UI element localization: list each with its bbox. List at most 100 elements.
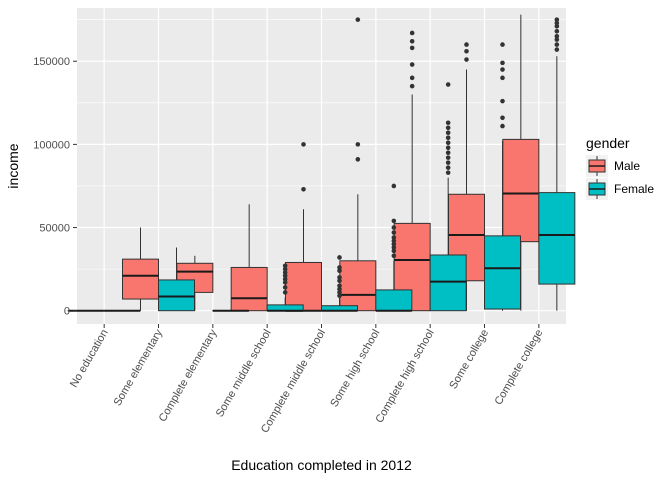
box-female: [321, 255, 358, 312]
y-tick-label: 100000: [33, 139, 70, 151]
outlier-point: [445, 82, 451, 87]
outlier-point: [464, 42, 469, 47]
outlier-point: [301, 142, 306, 147]
outlier-point: [282, 290, 288, 295]
outlier-point: [391, 238, 397, 244]
box-body: [122, 258, 159, 300]
box-male: [285, 142, 322, 312]
outlier-point: [445, 150, 451, 155]
outlier-point: [445, 120, 451, 126]
box-female: [429, 82, 467, 312]
box-female: [375, 183, 413, 312]
outlier-point: [554, 17, 560, 22]
box-female: [158, 247, 195, 312]
outlier-point: [282, 263, 288, 269]
outlier-point: [337, 275, 342, 280]
box-female: [266, 263, 304, 312]
outlier-point: [409, 30, 415, 36]
outlier-point: [337, 278, 342, 284]
y-tick-label: 150000: [33, 56, 70, 68]
outlier-point: [409, 75, 415, 81]
outlier-point: [445, 130, 451, 136]
outlier-point: [554, 23, 560, 29]
outlier-point: [500, 42, 505, 47]
y-tick-label: 50000: [39, 223, 70, 235]
x-tick-label: Complete middle school: [259, 328, 328, 436]
outlier-point: [445, 165, 451, 170]
outlier-point: [554, 33, 560, 39]
outlier-point: [500, 60, 505, 66]
box-male: [230, 204, 268, 312]
outlier-point: [554, 42, 560, 47]
outlier-point: [337, 286, 342, 292]
outlier-point: [391, 235, 397, 240]
box-body: [484, 235, 521, 310]
box-layer: [67, 14, 576, 312]
outlier-point: [445, 125, 451, 131]
legend-key-male: [586, 155, 608, 177]
outlier-point: [554, 28, 560, 34]
outlier-point: [282, 266, 288, 272]
outlier-point: [337, 283, 342, 289]
outlier-point: [391, 241, 397, 247]
outlier-point: [445, 135, 451, 141]
outlier-point: [282, 273, 288, 279]
outlier-point: [282, 285, 288, 290]
x-tick-label: Some high school: [328, 328, 382, 410]
x-tick-label: Some elementary: [112, 327, 166, 408]
legend: gender Male Female: [586, 135, 654, 200]
outlier-point: [391, 183, 397, 189]
outlier-point: [337, 265, 342, 270]
x-tick-label: No education: [68, 328, 111, 390]
outlier-point: [445, 145, 451, 151]
outlier-point: [409, 83, 415, 89]
outlier-point: [337, 293, 342, 299]
outlier-point: [464, 48, 469, 54]
outlier-point: [391, 253, 397, 259]
outlier-point: [409, 38, 415, 44]
outlier-point: [445, 140, 451, 146]
box-male: [122, 227, 159, 311]
outlier-point: [554, 37, 560, 42]
x-tick-label: Complete high school: [373, 327, 436, 425]
legend-label-female: Female: [614, 182, 654, 196]
outlier-point: [409, 62, 415, 67]
outlier-point: [554, 20, 560, 26]
outlier-point: [337, 290, 342, 295]
legend-label-male: Male: [614, 159, 640, 173]
outlier-point: [500, 98, 505, 104]
outlier-point: [445, 170, 451, 175]
outlier-point: [282, 280, 288, 285]
outlier-point: [355, 17, 361, 22]
box-body: [230, 266, 268, 312]
outlier-point: [500, 75, 505, 81]
outlier-point: [445, 155, 451, 160]
outlier-point: [391, 225, 397, 230]
outlier-point: [391, 218, 397, 224]
outlier-point: [355, 142, 361, 147]
box-body: [158, 279, 195, 312]
y-axis-title: income: [5, 143, 21, 188]
outlier-point: [355, 157, 361, 162]
outlier-point: [445, 160, 451, 165]
x-axis-title: Education completed in 2012: [231, 457, 412, 473]
outlier-point: [409, 45, 415, 51]
outlier-point: [391, 248, 397, 254]
x-tick-label: Complete elementary: [157, 327, 220, 424]
outlier-point: [391, 245, 397, 250]
box-body: [538, 192, 576, 285]
y-tick-label: 0: [64, 306, 70, 318]
outlier-point: [500, 123, 505, 129]
outlier-point: [464, 57, 469, 62]
box-female: [538, 17, 576, 311]
outlier-point: [337, 255, 342, 260]
legend-key-female: [586, 178, 608, 200]
outlier-point: [500, 115, 505, 121]
x-tick-label: Some college: [447, 328, 491, 392]
outlier-point: [282, 276, 288, 282]
outlier-point: [500, 67, 505, 72]
outlier-point: [301, 186, 306, 192]
box-body: [285, 261, 322, 312]
